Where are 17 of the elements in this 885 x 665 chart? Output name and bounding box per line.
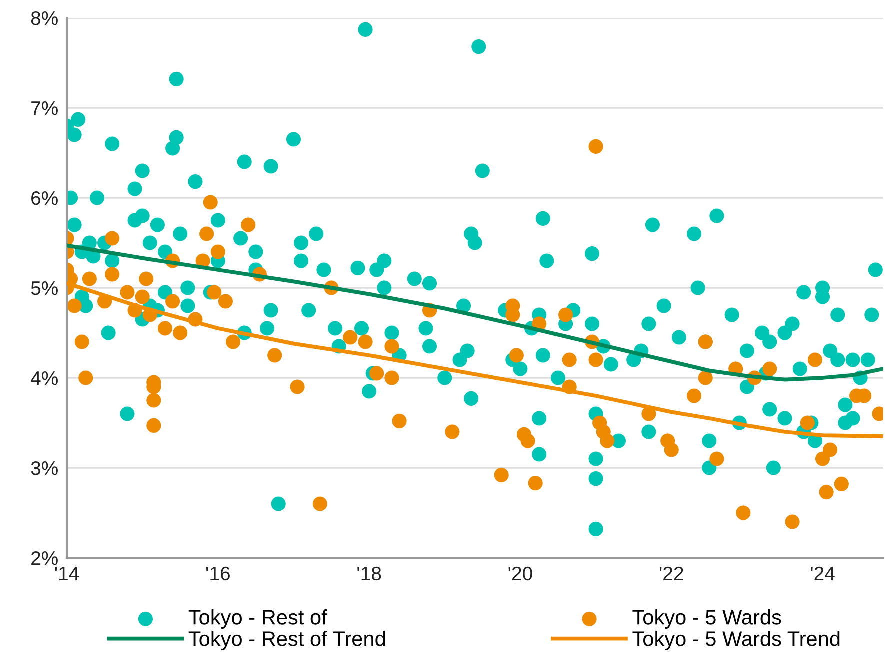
y-tick-label: 6% [32,191,58,206]
legend-label: Tokyo - 5 Wards Trend [632,631,840,650]
y-tick-label: 3% [31,461,58,476]
x-tick-label: '16 [206,566,230,581]
legend-label: Tokyo - Rest of [188,610,328,629]
x-tick-label: '24 [811,566,835,580]
legend-label: Tokyo - 5 Wards [632,610,782,629]
legend-label: Tokyo - Rest of Trend [188,631,386,650]
x-tick-label: '20 [508,566,532,581]
y-tick-label: 2% [32,551,58,566]
x-tick-label: '14 [55,567,80,580]
y-tick-label: 7% [32,102,58,116]
y-tick-label: 8% [31,11,58,26]
x-tick-label: '22 [660,566,684,580]
y-tick-label: 4% [31,372,58,386]
x-tick-label: '18 [358,566,382,581]
y-tick-label: 5% [31,282,58,296]
